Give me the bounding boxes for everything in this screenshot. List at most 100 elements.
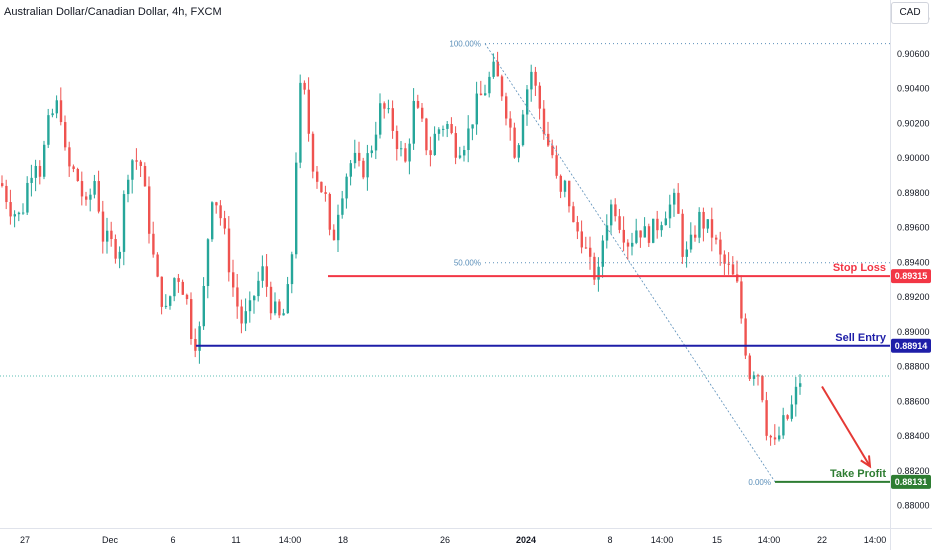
candle — [547, 121, 550, 147]
candle — [736, 260, 739, 284]
candle — [282, 308, 285, 316]
candle — [320, 181, 323, 193]
candle — [484, 84, 487, 97]
candle — [290, 251, 294, 294]
candle-body — [5, 185, 8, 203]
y-tick-label: 0.90000 — [897, 153, 930, 163]
candle — [311, 131, 315, 179]
take-profit-price-label: 0.88131 — [895, 477, 928, 487]
candle — [269, 281, 273, 320]
candle-body — [311, 133, 315, 172]
candle — [219, 200, 222, 226]
candle-body — [173, 278, 176, 297]
y-tick-label: 0.89600 — [897, 223, 930, 233]
candle — [17, 211, 21, 222]
candle-body — [513, 127, 516, 158]
candle-body — [383, 103, 386, 109]
candle — [177, 273, 180, 293]
candle-body — [761, 375, 764, 401]
candle — [412, 88, 415, 150]
stop-loss-price-tag — [891, 269, 931, 284]
candle-body — [1, 183, 4, 186]
candle — [265, 254, 268, 297]
candle — [379, 93, 382, 139]
candle — [349, 159, 352, 186]
candle-body — [387, 108, 390, 110]
candle — [391, 100, 394, 139]
candle-body — [610, 204, 613, 226]
candle — [110, 221, 113, 247]
currency-button[interactable]: CAD — [891, 2, 929, 24]
candle-body — [152, 233, 155, 255]
candle-body — [114, 239, 117, 259]
candle-body — [408, 143, 411, 162]
candle-body — [131, 160, 134, 180]
candle-body — [542, 108, 546, 134]
y-tick-label: 0.88800 — [897, 362, 930, 372]
candle — [190, 292, 193, 345]
candle-body — [450, 123, 453, 134]
candle-body — [429, 150, 432, 156]
x-tick-label: 14:00 — [864, 535, 887, 545]
candle — [316, 165, 319, 189]
candle-body — [673, 192, 676, 205]
candle — [664, 211, 667, 226]
y-tick-label: 0.89800 — [897, 188, 930, 198]
y-tick-label: 0.88600 — [897, 396, 930, 406]
candle-body — [799, 383, 802, 387]
candle — [610, 199, 613, 235]
candle — [748, 353, 751, 381]
candle-body — [412, 100, 415, 144]
candle — [206, 238, 210, 299]
candle — [160, 276, 163, 315]
candle-body — [190, 299, 193, 339]
candle — [568, 180, 571, 213]
candle — [236, 273, 239, 319]
candle-body — [206, 239, 210, 287]
candle — [59, 87, 63, 126]
candle — [286, 276, 289, 314]
stop-loss-price-label: 0.89315 — [895, 271, 928, 281]
candle — [467, 115, 470, 163]
candle — [421, 102, 424, 123]
candle — [727, 252, 730, 275]
candle-body — [274, 301, 277, 314]
candle — [261, 255, 264, 288]
candle — [446, 121, 449, 138]
candle-body — [639, 230, 642, 238]
candle-body — [492, 61, 495, 77]
candle-body — [475, 93, 478, 125]
candle — [794, 376, 798, 417]
candle-body — [13, 214, 16, 217]
candle — [694, 225, 697, 242]
candle — [85, 191, 88, 206]
candle — [702, 207, 705, 242]
candle-body — [135, 160, 138, 162]
candle-body — [30, 177, 33, 183]
candle-body — [681, 213, 684, 257]
candle-body — [320, 181, 323, 193]
candle-body — [253, 296, 256, 301]
candle-body — [353, 152, 357, 164]
candle — [80, 171, 84, 206]
x-tick-label: 14:00 — [758, 535, 781, 545]
candle — [97, 170, 100, 214]
candle — [38, 160, 42, 185]
candle-body — [660, 225, 663, 231]
candle — [757, 373, 760, 386]
candle — [601, 235, 604, 278]
candle — [673, 188, 676, 217]
candle — [706, 219, 709, 233]
candle — [400, 140, 403, 157]
candle-body — [374, 134, 378, 151]
candle-body — [257, 280, 260, 297]
candle-body — [236, 287, 239, 307]
sell-entry-price-label: 0.88914 — [895, 341, 928, 351]
fib-level-label: 100.00% — [449, 40, 481, 49]
candle-body — [148, 186, 151, 234]
candle — [618, 208, 621, 234]
candle-body — [332, 229, 336, 241]
candle — [454, 126, 457, 165]
candle — [295, 152, 298, 259]
